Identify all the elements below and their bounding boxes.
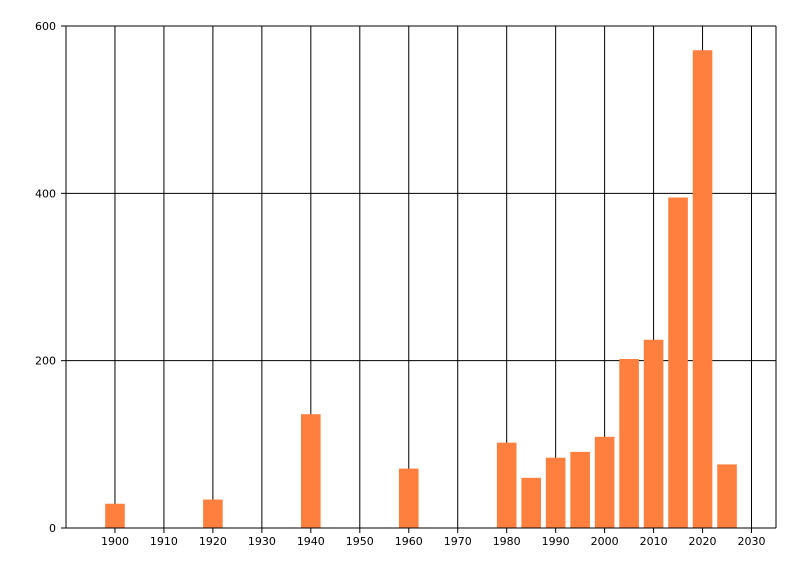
bar	[301, 414, 321, 528]
x-tick-label: 1930	[248, 535, 276, 548]
bar	[105, 503, 125, 528]
bar	[496, 442, 517, 528]
x-tick-label: 1900	[101, 535, 129, 548]
x-tick-label: 1910	[150, 535, 178, 548]
x-tick-label: 2000	[591, 535, 619, 548]
x-tick-label: 2020	[689, 535, 717, 548]
bar	[668, 197, 688, 528]
x-tick-label: 1950	[346, 535, 374, 548]
tick-labels: 1900 1910 1920 1930 1940 1950 1960 1970 1980 1990…	[35, 20, 766, 548]
x-tick-label: 1980	[493, 535, 521, 548]
axes	[65, 26, 776, 529]
y-tick-label: 600	[35, 20, 56, 33]
x-tick-label: 1940	[297, 535, 325, 548]
x-tick-label: 2030	[738, 535, 766, 548]
x-tick-label: 2010	[640, 535, 668, 548]
x-tick-label: 1970	[444, 535, 472, 548]
x-tick-label: 1960	[395, 535, 423, 548]
bars	[105, 50, 737, 528]
bar	[717, 464, 737, 528]
bar	[203, 499, 223, 528]
bar	[692, 50, 713, 528]
y-tick-label: 200	[35, 355, 56, 368]
y-tick-label: 0	[49, 522, 56, 535]
bar	[643, 339, 664, 528]
bar	[594, 436, 615, 528]
bar	[619, 358, 639, 528]
y-tick-label: 400	[35, 187, 56, 200]
bar	[545, 457, 566, 528]
x-tick-label: 1920	[199, 535, 227, 548]
x-tick-label: 1990	[542, 535, 570, 548]
bar	[570, 451, 590, 528]
bar	[521, 477, 541, 528]
bar	[398, 468, 419, 528]
